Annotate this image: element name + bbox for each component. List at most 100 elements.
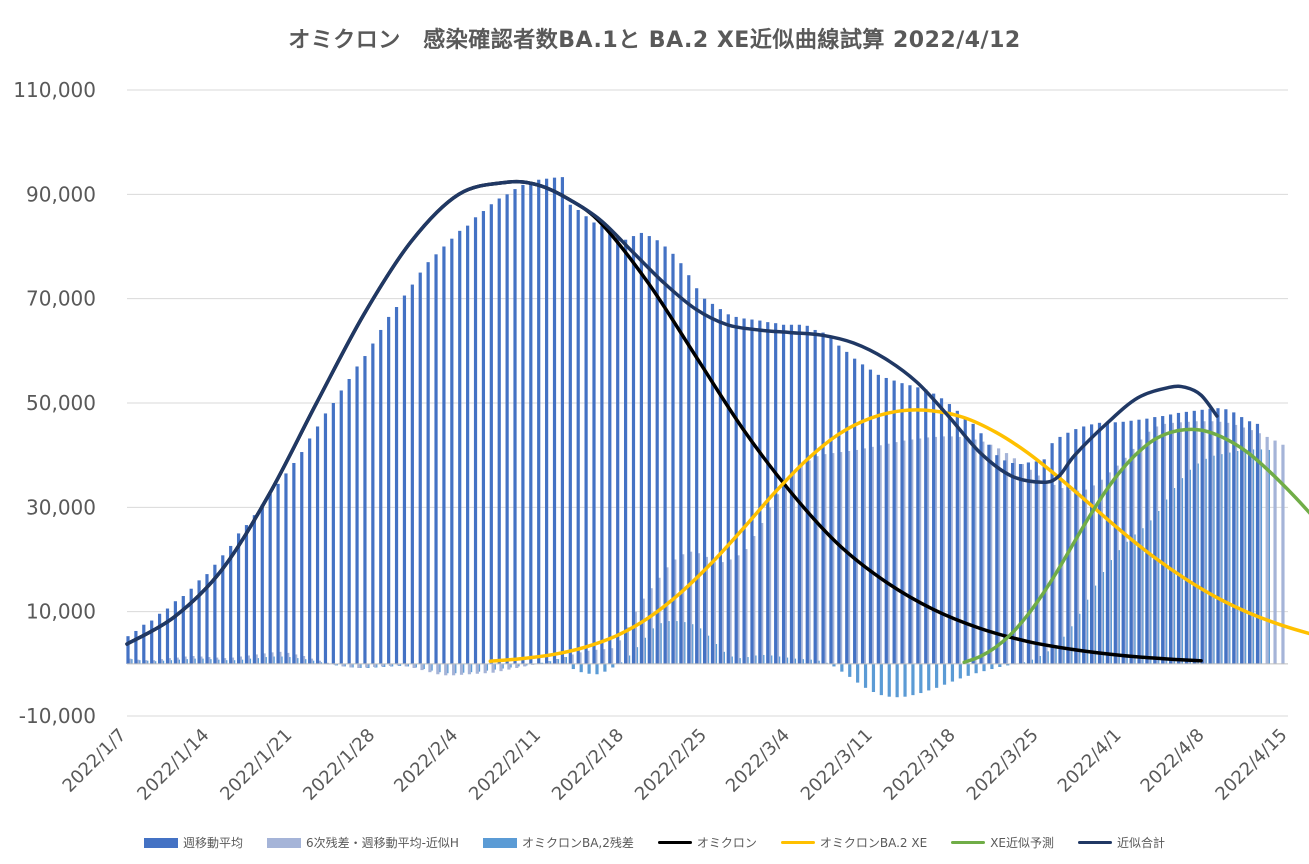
bar [1050,443,1054,664]
bar [950,663,955,682]
bar [1076,490,1080,664]
series-lines [125,179,1309,665]
bar [459,663,464,675]
bar [150,620,154,664]
bar [1184,411,1188,664]
bar [997,448,1001,664]
bar [238,656,242,664]
bar [1216,408,1220,664]
bar [554,659,558,664]
bar [631,236,636,664]
bar [142,624,146,664]
bar [499,663,503,672]
bar [1004,453,1009,664]
x-tick-label: 2022/3/4 [722,725,794,797]
bar [894,442,898,664]
bar [974,663,978,674]
bar [270,652,274,664]
bar [151,660,156,664]
bar [1147,431,1151,664]
bar [1044,480,1048,664]
bar [491,663,495,673]
legend-swatch [780,841,815,844]
bar [876,374,880,664]
bar [1123,457,1127,664]
bar [726,314,730,664]
bar [301,656,306,664]
bar [205,574,209,664]
bar [1249,430,1253,664]
bar [1200,409,1204,664]
bar [587,663,591,674]
bar [191,656,195,664]
bar [355,366,359,664]
bar [412,663,416,669]
bar [702,298,707,664]
bar [1036,475,1040,664]
bar [450,238,454,664]
bar [1129,420,1133,664]
legend-swatch [482,837,517,848]
y-tick-label: 70,000 [26,287,96,311]
bar [167,658,171,664]
x-tick-label: 2022/3/25 [963,725,1043,805]
bar [507,663,511,670]
bar [595,663,599,675]
bar [173,601,177,664]
bar [294,654,298,664]
bar [742,318,746,664]
legend-label: 週移動平均 [182,836,243,850]
bar [935,663,939,688]
legend-label: オミクロン [696,836,757,850]
bar [916,387,920,664]
series-line [962,427,1309,665]
bar [244,525,249,664]
bar [949,436,953,664]
bar [325,662,329,664]
bar [957,436,961,664]
bar [783,483,787,664]
bar [387,316,391,664]
bar [213,564,217,664]
bar [309,658,314,664]
bar [578,652,582,664]
bar [829,337,833,664]
bar [987,444,991,664]
bar [1265,436,1269,664]
bar [552,177,557,664]
bar [955,410,959,664]
bar [1186,421,1190,664]
bar [276,483,280,664]
bar [1192,410,1196,664]
bar [720,562,724,664]
legend-item: XE近似予測 [951,834,1054,851]
bar [1281,444,1285,664]
x-tick-label: 2022/1/14 [133,725,213,805]
legend-item: 6次残差・週移動平均-近似H [266,834,459,851]
bar [1257,433,1261,664]
bar [1232,412,1236,664]
bar [1176,412,1181,664]
bar [197,580,201,664]
bar [846,450,851,664]
bar [426,262,430,664]
bar [718,309,722,664]
bar [1058,436,1062,664]
bar [831,453,835,664]
bar [760,522,764,664]
bar [989,444,993,664]
bar [579,663,583,673]
bar [1241,427,1246,664]
bar [766,322,770,664]
bar [560,177,565,664]
bar [1121,421,1125,664]
bar [380,663,385,667]
bar [586,650,590,664]
bar [1115,465,1119,664]
bar [221,555,225,664]
bar [958,663,962,679]
bar [175,657,179,664]
bar [254,654,258,664]
legend-item: オミクロンBA.2 XE [780,834,927,851]
